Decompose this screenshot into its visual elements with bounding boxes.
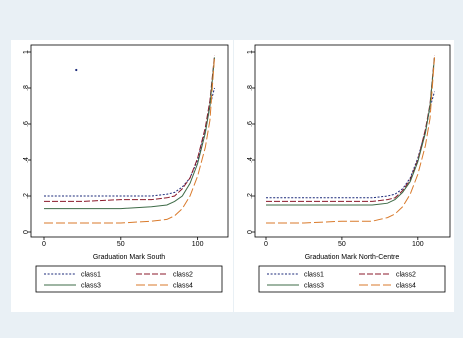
y-tick-label: .6 — [247, 121, 254, 127]
x-tick-label: 50 — [117, 241, 125, 248]
y-tick-label: .8 — [23, 85, 30, 91]
axis-ticks: 0 .2 .4 .6 .8 1 0 50 100 — [247, 50, 424, 248]
y-tick-label: 1 — [247, 50, 254, 54]
series-group — [266, 55, 435, 224]
legend-label-class3: class3 — [304, 283, 324, 290]
legend-label-class3: class3 — [81, 283, 101, 290]
legend-box — [258, 265, 446, 293]
legend-label-class2: class2 — [173, 272, 193, 279]
chart-panel-north-centre: 0 .2 .4 .6 .8 1 0 50 100 Graduation Mark North-C… — [234, 40, 454, 312]
series-group — [44, 55, 215, 224]
legend: class1 class2 class3 class4 — [35, 265, 223, 293]
legend: class1 class2 class3 class4 — [258, 265, 446, 293]
y-tick-label: .8 — [247, 85, 254, 91]
y-tick-label: .2 — [23, 193, 30, 199]
x-axis-title: Graduation Mark South — [93, 254, 165, 261]
series-line-class1 — [266, 91, 435, 199]
series-line-class2 — [266, 55, 435, 202]
chart-panel-south: 0 .2 .4 .6 .8 1 0 50 100 Graduation Mark South c… — [11, 40, 233, 312]
legend-box — [35, 265, 223, 293]
y-tick-label: .6 — [23, 121, 30, 127]
legend-label-class4: class4 — [173, 283, 193, 290]
legend-label-class2: class2 — [396, 272, 416, 279]
series-line-class4 — [44, 57, 215, 224]
y-tick-label: .4 — [23, 157, 30, 163]
y-tick-label: .4 — [247, 157, 254, 163]
series-line-class4 — [266, 57, 435, 224]
x-tick-label: 50 — [338, 241, 346, 248]
x-tick-label: 0 — [264, 241, 268, 248]
axis-ticks: 0 .2 .4 .6 .8 1 0 50 100 — [23, 50, 204, 248]
x-tick-label: 100 — [412, 241, 424, 248]
x-tick-label: 100 — [192, 241, 204, 248]
x-axis-title: Graduation Mark North-Centre — [305, 254, 400, 261]
legend-label-class1: class1 — [81, 272, 101, 279]
plot-area — [30, 44, 229, 238]
y-tick-label: 1 — [23, 50, 30, 54]
series-line-class3 — [44, 57, 215, 210]
stray-data-point — [75, 68, 78, 72]
y-tick-label: .2 — [247, 193, 254, 199]
legend-label-class4: class4 — [396, 283, 416, 290]
plot-area — [254, 44, 451, 238]
series-line-class2 — [44, 55, 215, 202]
series-line-class3 — [266, 57, 435, 206]
y-tick-label: 0 — [23, 230, 30, 234]
legend-label-class1: class1 — [304, 272, 324, 279]
x-tick-label: 0 — [42, 241, 46, 248]
y-tick-label: 0 — [247, 230, 254, 234]
